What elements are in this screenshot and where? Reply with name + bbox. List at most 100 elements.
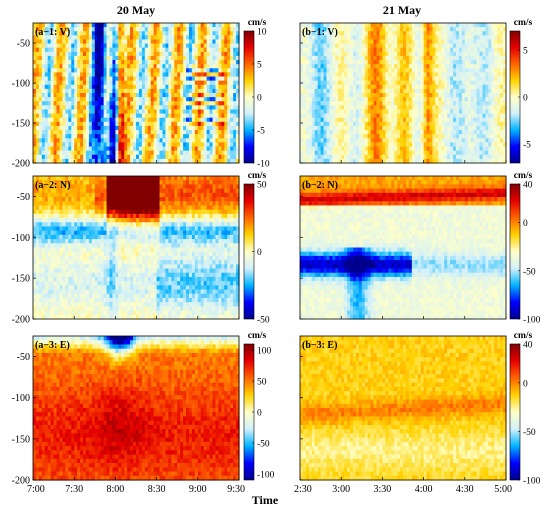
heatmap-cell — [83, 51, 87, 57]
panel-label: (a−1: V) — [35, 27, 70, 38]
heatmap-cell — [106, 39, 111, 45]
heatmap-cell — [156, 39, 161, 45]
heatmap-cell — [83, 84, 87, 90]
heatmap-cell — [109, 80, 114, 86]
heatmap-cell — [127, 93, 131, 98]
heatmap-cell — [115, 35, 119, 41]
heatmap-cell — [203, 55, 208, 61]
heatmap-cell — [47, 27, 52, 32]
heatmap-cell — [144, 31, 149, 36]
heatmap-cell — [33, 31, 37, 36]
heatmap-cell — [221, 84, 225, 90]
heatmap-cell — [38, 76, 43, 82]
heatmap-cell — [38, 31, 43, 36]
heatmap-cell — [236, 43, 240, 49]
heatmap-cell — [59, 93, 64, 98]
heatmap-cell — [200, 31, 205, 36]
heatmap-cell — [147, 93, 152, 98]
heatmap-cell — [77, 35, 81, 41]
heatmap-cell — [168, 35, 172, 41]
heatmap-cell — [200, 35, 205, 41]
heatmap-cell — [159, 84, 164, 90]
heatmap-cell — [74, 27, 78, 32]
heatmap-cell — [159, 35, 164, 41]
heatmap-cell — [62, 80, 66, 86]
heatmap-cell — [171, 60, 175, 65]
heatmap-cell — [212, 51, 217, 57]
heatmap-cell — [56, 39, 61, 45]
heatmap-cell — [47, 39, 52, 45]
heatmap-cell — [118, 76, 122, 82]
heatmap-cell — [80, 88, 84, 94]
heatmap-cell — [156, 64, 161, 69]
heatmap-cell — [68, 35, 72, 41]
heatmap-cell — [183, 47, 187, 53]
heatmap-cell — [103, 55, 108, 61]
heatmap-cell — [62, 47, 66, 53]
heatmap-cell — [62, 93, 66, 98]
heatmap-cell — [221, 47, 225, 53]
heatmap-cell — [153, 55, 158, 61]
heatmap-cell — [53, 64, 58, 69]
heatmap-cell — [130, 27, 134, 32]
heatmap-cell — [174, 76, 178, 82]
heatmap-cell — [144, 76, 149, 82]
heatmap-cell — [121, 60, 125, 65]
heatmap-cell — [165, 72, 169, 78]
heatmap-cell — [65, 64, 69, 69]
heatmap-cell — [97, 72, 102, 78]
heatmap-cell — [77, 76, 81, 82]
heatmap-cell — [100, 55, 105, 61]
heatmap-cell — [44, 68, 49, 74]
heatmap-cell — [221, 43, 225, 49]
heatmap-cell — [224, 76, 228, 82]
heatmap-cell — [115, 93, 119, 98]
heatmap-cell — [174, 39, 178, 45]
heatmap-cell — [236, 31, 240, 36]
heatmap-cell — [174, 93, 178, 98]
heatmap-cell — [41, 76, 46, 82]
heatmap-cell — [156, 68, 161, 74]
heatmap-cell — [41, 55, 46, 61]
heatmap-cell — [227, 55, 231, 61]
heatmap-cell — [53, 72, 58, 78]
heatmap-cell — [59, 35, 64, 41]
heatmap-cell — [50, 84, 55, 90]
heatmap-cell — [138, 47, 143, 53]
heatmap-cell — [121, 84, 125, 90]
heatmap-cell — [91, 35, 96, 41]
heatmap-cell — [65, 35, 69, 41]
heatmap-cell — [118, 43, 122, 49]
heatmap-cell — [38, 64, 43, 69]
heatmap-cell — [200, 93, 205, 98]
heatmap-cell — [62, 72, 66, 78]
heatmap-cell — [121, 72, 125, 78]
heatmap-cell — [121, 31, 125, 36]
heatmap-cell — [206, 39, 211, 45]
y-tick-label: -100 — [12, 79, 30, 90]
heatmap-cell — [230, 47, 234, 53]
heatmap-cell — [65, 55, 69, 61]
heatmap-cell — [133, 72, 137, 78]
heatmap-cell — [191, 93, 196, 98]
heatmap-cell — [130, 84, 134, 90]
heatmap-cell — [97, 64, 102, 69]
heatmap-cell — [50, 43, 55, 49]
heatmap-cell — [124, 84, 128, 90]
heatmap-cell — [236, 84, 240, 90]
heatmap-cell — [230, 72, 234, 78]
heatmap-cell — [88, 23, 93, 28]
heatmap-cell — [88, 84, 93, 90]
heatmap-cell — [188, 55, 193, 61]
heatmap-cell — [165, 64, 169, 69]
heatmap-cell — [194, 93, 199, 98]
heatmap-cell — [183, 64, 187, 69]
heatmap-cell — [236, 60, 240, 65]
heatmap-cell — [171, 55, 175, 61]
heatmap-cell — [68, 80, 72, 86]
heatmap-cell — [209, 80, 214, 86]
heatmap-cell — [133, 84, 137, 90]
heatmap-cell — [33, 76, 37, 82]
heatmap-cell — [218, 35, 222, 41]
heatmap-cell — [62, 35, 66, 41]
